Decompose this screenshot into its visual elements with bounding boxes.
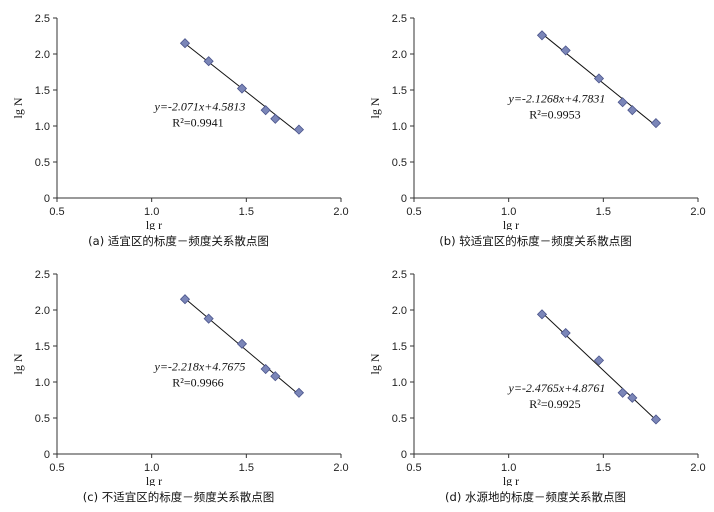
data-point: [236, 83, 248, 94]
caption-a: (a) 适宜区的标度－频度关系散点图: [88, 234, 269, 248]
y-tick-label: 0.5: [392, 157, 407, 169]
data-point: [650, 414, 662, 425]
regression-equation: y=-2.218x+4.7675: [154, 359, 246, 373]
data-point: [293, 124, 305, 135]
y-axis-label: lg N: [368, 353, 382, 374]
y-tick-label: 2.0: [35, 305, 50, 317]
data-point: [203, 56, 214, 67]
trend-line: [541, 312, 657, 421]
data-point: [179, 294, 191, 305]
x-tick-label: 1.0: [144, 462, 159, 474]
data-point: [536, 309, 548, 320]
y-tick-label: 2.5: [35, 269, 50, 281]
x-tick-label: 0.5: [406, 462, 421, 474]
x-axis-label: lg r: [146, 218, 162, 230]
x-tick-label: 1.5: [596, 462, 611, 474]
y-tick-label: 1.0: [35, 121, 50, 133]
data-point: [179, 38, 191, 49]
y-tick-label: 1.5: [35, 85, 50, 97]
x-tick-label: 0.5: [49, 206, 64, 218]
x-axis-label: lg r: [503, 218, 519, 230]
data-point: [236, 338, 248, 349]
x-axis-label: lg r: [503, 474, 519, 486]
y-tick-label: 1.0: [392, 377, 407, 389]
data-point: [593, 73, 605, 84]
regression-equation: y=-2.4765x+4.8761: [508, 381, 606, 395]
x-tick-label: 1.5: [239, 206, 254, 218]
y-tick-label: 0: [401, 449, 407, 461]
data-point: [617, 97, 628, 108]
y-tick-label: 1.0: [35, 377, 50, 389]
caption-d: (d) 水源地的标度－频度关系散点图: [445, 490, 626, 504]
x-tick-label: 0.5: [406, 206, 421, 218]
y-tick-label: 0.5: [35, 413, 50, 425]
data-point: [627, 105, 638, 116]
y-tick-label: 1.5: [392, 341, 407, 353]
x-tick-label: 1.0: [501, 206, 516, 218]
data-point: [203, 313, 214, 324]
y-tick-label: 0: [44, 193, 50, 205]
data-point: [536, 30, 548, 41]
x-axis-label: lg r: [146, 474, 162, 486]
r-squared-label: R²=0.9941: [172, 116, 223, 130]
y-tick-label: 0.5: [35, 157, 50, 169]
data-point: [270, 113, 281, 124]
caption-b: (b) 较适宜区的标度－频度关系散点图: [439, 234, 632, 248]
y-tick-label: 2.0: [35, 49, 50, 61]
y-tick-label: 2.0: [392, 305, 407, 317]
data-point: [627, 392, 638, 403]
y-tick-label: 1.5: [35, 341, 50, 353]
scatter-chart-d: 00.51.01.52.02.50.5 1.0 1.5 2.0lg rlg Ny=-2…: [368, 269, 706, 486]
y-axis-label: lg N: [11, 97, 25, 118]
regression-equation: y=-2.071x+4.5813: [154, 100, 246, 114]
r-squared-label: R²=0.9966: [172, 375, 223, 389]
x-tick-label: 1.0: [501, 462, 516, 474]
data-point: [560, 327, 571, 339]
x-tick-label: 2.0: [690, 206, 705, 218]
y-tick-label: 2.0: [392, 49, 407, 61]
x-tick-label: 2.0: [333, 206, 348, 218]
data-point: [270, 371, 281, 382]
data-point: [650, 118, 662, 129]
data-point: [293, 387, 305, 398]
r-squared-label: R²=0.9925: [529, 397, 580, 411]
y-axis-label: lg N: [11, 353, 25, 374]
x-tick-label: 1.0: [144, 206, 159, 218]
data-point: [593, 355, 605, 366]
data-point: [560, 45, 571, 56]
y-tick-label: 1.5: [392, 85, 407, 97]
y-tick-label: 2.5: [35, 13, 50, 25]
regression-equation: y=-2.1268x+4.7831: [508, 92, 606, 106]
y-tick-label: 1.0: [392, 121, 407, 133]
data-point: [260, 363, 271, 375]
caption-c: (c) 不适宜区的标度－频度关系散点图: [82, 490, 275, 504]
x-tick-label: 1.5: [239, 462, 254, 474]
r-squared-label: R²=0.9953: [529, 108, 580, 122]
data-point: [260, 105, 271, 116]
y-tick-label: 0: [44, 449, 50, 461]
x-tick-label: 0.5: [49, 462, 64, 474]
data-point: [617, 387, 628, 398]
y-tick-label: 2.5: [392, 13, 407, 25]
y-tick-label: 0.5: [392, 413, 407, 425]
y-tick-label: 2.5: [392, 269, 407, 281]
y-axis-label: lg N: [368, 97, 382, 118]
y-tick-label: 0: [401, 193, 407, 205]
x-tick-label: 1.5: [596, 206, 611, 218]
x-tick-label: 2.0: [333, 462, 348, 474]
x-tick-label: 2.0: [690, 462, 705, 474]
